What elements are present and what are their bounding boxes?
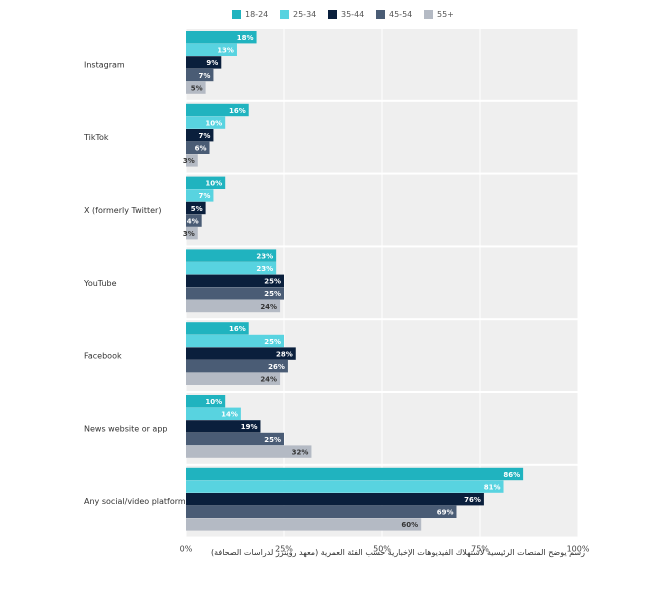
legend-label: 55+ [437,10,454,19]
data-label: 81% [484,483,501,491]
data-label: 4% [187,217,199,225]
data-label: 69% [437,509,454,517]
category-label: YouTube [83,279,117,288]
bar [186,372,281,385]
legend-swatch [424,10,433,19]
data-label: 10% [205,119,222,127]
data-label: 14% [221,411,238,419]
data-label: 25% [264,290,281,298]
bar [186,201,206,215]
data-label: 10% [205,180,222,188]
chart-caption: رسم يوضح المنصات الرئيسية لاستهلاك الفيد… [210,548,585,557]
x-tick-label: 0% [180,545,193,554]
category-label: Instagram [84,60,125,69]
x-tick-label: 75% [471,545,489,554]
legend-label: 25-34 [293,10,317,19]
x-tick-label: 100% [567,545,590,554]
data-label: 5% [191,84,203,92]
data-label: 3% [183,230,195,238]
bar [186,407,241,420]
data-label: 19% [241,423,258,431]
bar [186,347,296,360]
data-label: 24% [260,376,277,384]
data-label: 23% [256,252,273,260]
legend-swatch [232,10,241,19]
bar [186,43,237,56]
bar [186,493,484,506]
data-label: 10% [205,398,222,406]
x-tick-label: 50% [373,545,391,554]
category-label: Any social/video platform [84,497,186,506]
bar [186,274,284,287]
bar [186,116,226,129]
data-label: 23% [256,265,273,273]
bar [186,445,312,458]
legend-item: 25-34 [280,10,316,19]
bar [186,505,457,518]
bar [186,299,281,313]
category-label: TikTok [83,133,109,142]
category-label: Facebook [84,352,122,361]
bar [186,56,222,69]
legend-swatch [280,10,289,19]
data-label: 13% [217,47,234,55]
bar [186,518,422,531]
category-label: News website or app [84,424,167,433]
bar [186,420,261,433]
bar [186,214,202,227]
data-label: 7% [199,72,211,80]
bar [186,322,249,335]
data-label: 86% [503,471,520,479]
data-label: 5% [191,205,203,213]
data-label: 16% [229,325,246,333]
bar [186,480,504,493]
bar [186,432,284,446]
legend-swatch [328,10,337,19]
bar [186,68,214,82]
legend-label: 35-44 [341,10,365,19]
bar [186,262,277,275]
data-label: 76% [464,496,481,504]
bar [186,467,524,481]
bar [186,360,288,373]
legend-swatch [376,10,385,19]
bar [186,334,284,348]
legend-label: 45-54 [389,10,413,19]
bar [186,103,249,117]
data-label: 28% [276,350,293,358]
bar [186,81,206,94]
data-label: 60% [401,521,418,529]
bar [186,176,226,189]
bar [186,249,277,262]
data-label: 7% [199,132,211,140]
bar [186,227,198,240]
bar [186,395,226,408]
data-label: 25% [264,278,281,286]
data-label: 3% [183,157,195,165]
data-label: 18% [237,34,254,42]
legend-item: 45-54 [376,10,412,19]
data-label: 6% [195,145,207,153]
data-label: 32% [292,448,309,456]
legend-item: 35-44 [328,10,364,19]
bar [186,129,214,142]
data-label: 24% [260,303,277,311]
bar [186,141,210,154]
bar [186,189,214,202]
data-label: 25% [264,338,281,346]
legend-item: 55+ [424,10,454,19]
data-label: 16% [229,107,246,115]
data-label: 26% [268,363,285,371]
data-label: 25% [264,436,281,444]
legend-item: 18-24 [232,10,268,19]
bar [186,31,257,44]
legend-label: 18-24 [245,10,269,19]
bar [186,287,284,300]
data-label: 7% [199,192,211,200]
bar [186,154,198,167]
category-label: X (formerly Twitter) [84,206,161,215]
data-label: 9% [206,59,218,67]
x-tick-label: 25% [275,545,293,554]
